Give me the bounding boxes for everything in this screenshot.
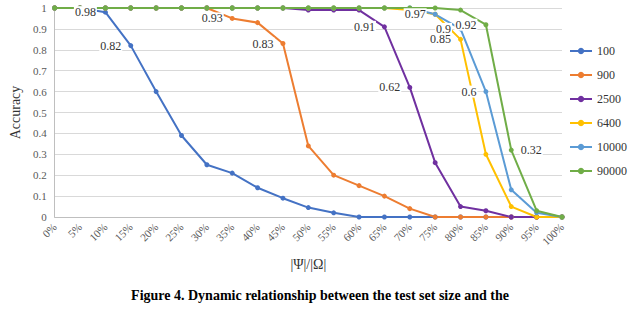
svg-text:75%: 75% bbox=[417, 221, 440, 244]
svg-text:900: 900 bbox=[597, 68, 615, 82]
svg-text:0.8: 0.8 bbox=[33, 44, 47, 56]
svg-text:0.91: 0.91 bbox=[354, 20, 375, 34]
svg-text:0.9: 0.9 bbox=[33, 23, 47, 35]
svg-text:|Ψ|/|Ω|: |Ψ|/|Ω| bbox=[290, 257, 326, 272]
svg-text:0: 0 bbox=[41, 211, 47, 223]
svg-text:0.5: 0.5 bbox=[33, 107, 47, 119]
svg-text:95%: 95% bbox=[518, 221, 541, 244]
svg-text:30%: 30% bbox=[188, 221, 211, 244]
svg-text:50%: 50% bbox=[290, 221, 313, 244]
svg-text:90%: 90% bbox=[493, 221, 516, 244]
svg-text:45%: 45% bbox=[264, 221, 287, 244]
svg-text:0.4: 0.4 bbox=[33, 127, 47, 139]
svg-text:85%: 85% bbox=[467, 221, 490, 244]
svg-text:0.6: 0.6 bbox=[33, 86, 47, 98]
svg-text:0.2: 0.2 bbox=[33, 169, 47, 181]
svg-text:40%: 40% bbox=[239, 221, 262, 244]
svg-text:2500: 2500 bbox=[597, 92, 621, 106]
svg-text:0.3: 0.3 bbox=[33, 148, 47, 160]
svg-text:20%: 20% bbox=[138, 221, 161, 244]
svg-text:25%: 25% bbox=[163, 221, 186, 244]
svg-text:0.6: 0.6 bbox=[461, 85, 476, 99]
svg-text:0.92: 0.92 bbox=[455, 18, 476, 32]
svg-text:Figure 4. Dynamic relationship: Figure 4. Dynamic relationship between t… bbox=[131, 288, 509, 303]
svg-text:0%: 0% bbox=[40, 221, 59, 240]
svg-text:0.1: 0.1 bbox=[33, 190, 47, 202]
svg-text:0.83: 0.83 bbox=[252, 37, 273, 51]
svg-text:100%: 100% bbox=[540, 221, 567, 248]
svg-text:0.85: 0.85 bbox=[430, 32, 451, 47]
svg-text:0.93: 0.93 bbox=[202, 11, 223, 25]
svg-text:5%: 5% bbox=[65, 221, 84, 240]
svg-text:80%: 80% bbox=[442, 221, 465, 244]
svg-text:100: 100 bbox=[597, 44, 615, 58]
svg-text:10%: 10% bbox=[87, 221, 110, 244]
svg-text:90000: 90000 bbox=[597, 164, 627, 178]
svg-text:6400: 6400 bbox=[597, 116, 621, 130]
svg-text:10000: 10000 bbox=[597, 140, 627, 154]
svg-text:55%: 55% bbox=[315, 221, 338, 244]
svg-text:0.9: 0.9 bbox=[436, 22, 451, 36]
svg-text:1: 1 bbox=[41, 2, 47, 14]
svg-text:0.98: 0.98 bbox=[75, 5, 96, 19]
svg-text:60%: 60% bbox=[341, 221, 364, 244]
svg-text:0.82: 0.82 bbox=[100, 39, 121, 53]
svg-text:Accuracy: Accuracy bbox=[8, 86, 23, 140]
svg-text:0.32: 0.32 bbox=[521, 143, 542, 157]
svg-text:0.62: 0.62 bbox=[379, 80, 400, 94]
svg-text:35%: 35% bbox=[214, 221, 237, 244]
svg-text:70%: 70% bbox=[391, 221, 414, 244]
svg-text:65%: 65% bbox=[366, 221, 389, 244]
svg-text:0.7: 0.7 bbox=[33, 65, 47, 77]
svg-text:0.97: 0.97 bbox=[405, 7, 426, 21]
svg-text:15%: 15% bbox=[112, 221, 135, 244]
